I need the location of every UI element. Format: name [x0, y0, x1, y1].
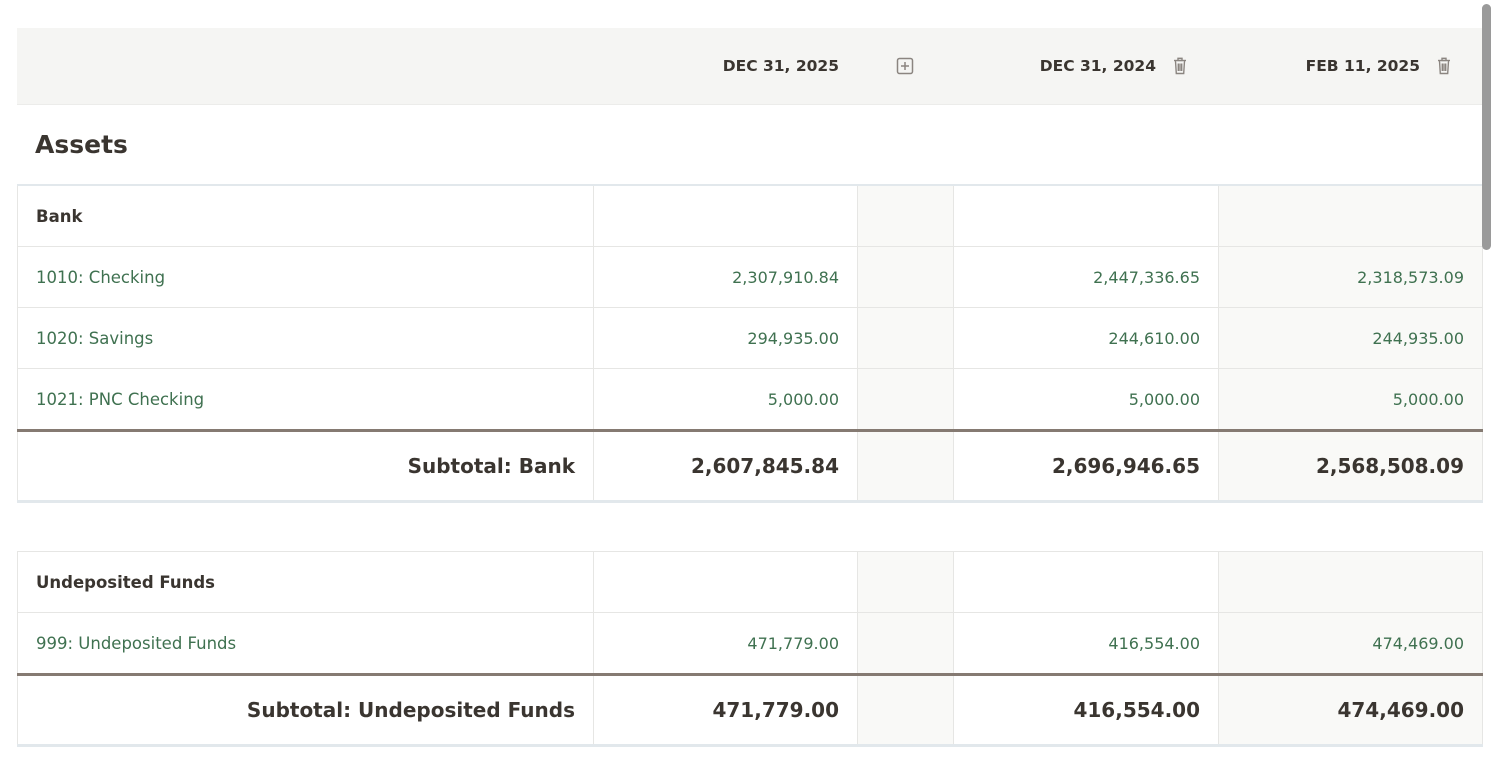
account-link[interactable]: 1010: Checking: [17, 246, 594, 308]
subtotal-value: 471,779.00: [593, 673, 858, 747]
account-value[interactable]: 471,779.00: [593, 612, 858, 675]
account-row: 1021: PNC Checking 5,000.00 5,000.00 5,0…: [17, 368, 1483, 431]
section-title: Assets: [17, 105, 1482, 186]
account-value[interactable]: 5,000.00: [953, 368, 1219, 431]
account-value[interactable]: 294,935.00: [593, 307, 858, 369]
subtotal-value: 2,607,845.84: [593, 429, 858, 503]
account-row: 999: Undeposited Funds 471,779.00 416,55…: [17, 612, 1483, 675]
trash-icon[interactable]: [1170, 56, 1190, 76]
subtotal-label: Subtotal: Undeposited Funds: [17, 673, 594, 747]
account-value[interactable]: 244,610.00: [953, 307, 1219, 369]
column-date-3[interactable]: FEB 11, 2025: [1305, 57, 1420, 75]
account-value[interactable]: 5,000.00: [1218, 368, 1483, 431]
subtotal-value: 2,696,946.65: [953, 429, 1219, 503]
subtotal-value: 416,554.00: [953, 673, 1219, 747]
column-header: DEC 31, 2025 DEC 31, 2024 FEB 11, 2025: [17, 28, 1482, 105]
group-name: Undeposited Funds: [17, 551, 594, 613]
account-value[interactable]: 416,554.00: [953, 612, 1219, 675]
subtotal-value: 474,469.00: [1218, 673, 1483, 747]
trash-icon[interactable]: [1434, 56, 1454, 76]
subtotal-row: Subtotal: Bank 2,607,845.84 2,696,946.65…: [17, 429, 1483, 503]
vertical-scrollbar[interactable]: [1482, 4, 1491, 250]
account-value[interactable]: 244,935.00: [1218, 307, 1483, 369]
account-value[interactable]: 2,447,336.65: [953, 246, 1219, 308]
column-date-1[interactable]: DEC 31, 2025: [722, 57, 839, 75]
account-row: 1010: Checking 2,307,910.84 2,447,336.65…: [17, 246, 1483, 308]
subtotal-value: 2,568,508.09: [1218, 429, 1483, 503]
column-date-2[interactable]: DEC 31, 2024: [1039, 57, 1156, 75]
add-column-icon[interactable]: [895, 56, 915, 76]
account-group-bank: Bank 1010: Checking 2,307,910.84 2,447,3…: [17, 186, 1483, 503]
account-link[interactable]: 999: Undeposited Funds: [17, 612, 594, 675]
group-name: Bank: [17, 186, 594, 247]
balance-sheet: DEC 31, 2025 DEC 31, 2024 FEB 11, 2025 A…: [17, 28, 1483, 747]
account-link[interactable]: 1020: Savings: [17, 307, 594, 369]
subtotal-row: Subtotal: Undeposited Funds 471,779.00 4…: [17, 673, 1483, 747]
account-value[interactable]: 5,000.00: [593, 368, 858, 431]
group-header-row: Bank: [17, 186, 1483, 247]
account-value[interactable]: 474,469.00: [1218, 612, 1483, 675]
account-value[interactable]: 2,307,910.84: [593, 246, 858, 308]
account-row: 1020: Savings 294,935.00 244,610.00 244,…: [17, 307, 1483, 369]
group-header-row: Undeposited Funds: [17, 551, 1483, 613]
account-link[interactable]: 1021: PNC Checking: [17, 368, 594, 431]
account-group-undeposited-funds: Undeposited Funds 999: Undeposited Funds…: [17, 551, 1483, 747]
subtotal-label: Subtotal: Bank: [17, 429, 594, 503]
account-value[interactable]: 2,318,573.09: [1218, 246, 1483, 308]
